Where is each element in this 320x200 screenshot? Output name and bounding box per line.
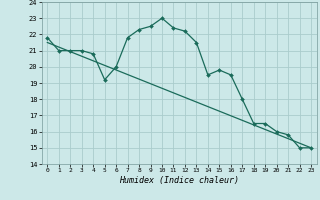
X-axis label: Humidex (Indice chaleur): Humidex (Indice chaleur): [119, 176, 239, 185]
